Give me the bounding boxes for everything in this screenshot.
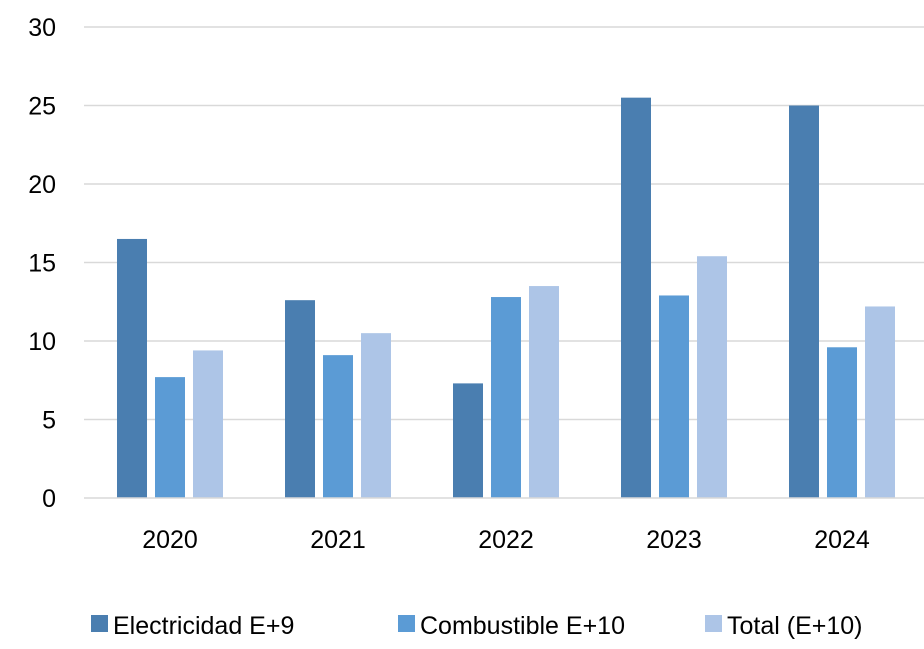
bar-2023-series-3 <box>697 256 727 498</box>
y-tick-label: 0 <box>42 485 56 513</box>
legend-label-1: Electricidad E+9 <box>113 612 294 640</box>
x-tick-label: 2022 <box>478 526 534 554</box>
bar-2021-series-3 <box>361 333 391 498</box>
bar-2024-series-2 <box>827 347 857 498</box>
x-tick-label: 2023 <box>646 526 702 554</box>
bar-2024-series-3 <box>865 306 895 498</box>
legend-swatch-2 <box>398 615 415 632</box>
y-tick-label: 10 <box>28 328 56 356</box>
y-tick-label: 20 <box>28 171 56 199</box>
y-tick-label: 5 <box>42 407 56 435</box>
y-tick-label: 25 <box>28 93 56 121</box>
y-tick-label: 15 <box>28 250 56 278</box>
bar-2024-series-1 <box>789 105 819 498</box>
bar-2023-series-2 <box>659 295 689 498</box>
bar-2021-series-2 <box>323 355 353 498</box>
legend-swatch-3 <box>705 615 722 632</box>
bar-2021-series-1 <box>285 300 315 498</box>
x-tick-label: 2021 <box>310 526 366 554</box>
bar-2023-series-1 <box>621 97 651 499</box>
legend-label-3: Total (E+10) <box>727 612 863 640</box>
bar-2020-series-2 <box>155 377 185 498</box>
bars <box>117 97 895 499</box>
y-axis-ticks: 0 5 10 15 20 25 30 <box>28 14 56 513</box>
bar-2022-series-2 <box>491 297 521 498</box>
bar-2022-series-1 <box>453 383 483 498</box>
y-tick-label: 30 <box>28 14 56 42</box>
x-tick-label: 2024 <box>814 526 870 554</box>
legend-label-2: Combustible E+10 <box>420 612 625 640</box>
bar-2020-series-3 <box>193 350 223 498</box>
legend: Electricidad E+9 Combustible E+10 Total (E… <box>91 612 863 640</box>
gridlines <box>84 26 924 421</box>
x-axis-ticks: 2020 2021 2022 2023 2024 <box>142 526 870 554</box>
bar-2022-series-3 <box>529 286 559 498</box>
legend-swatch-1 <box>91 615 108 632</box>
bar-2020-series-1 <box>117 238 147 498</box>
x-tick-label: 2020 <box>142 526 198 554</box>
